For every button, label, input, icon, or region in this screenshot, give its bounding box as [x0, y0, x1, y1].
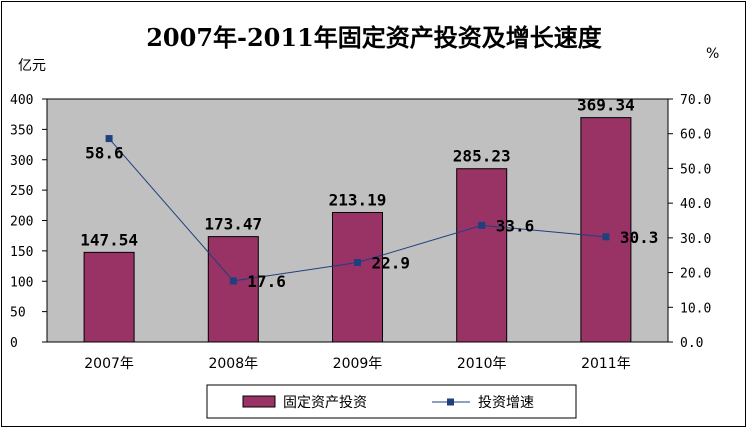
category-label: 2008年 [208, 356, 258, 372]
growth-point [478, 221, 486, 229]
left-tick-label: 200 [10, 215, 33, 230]
bar [332, 211, 383, 343]
left-tick-label: 150 [10, 245, 33, 260]
growth-label: 30.3 [620, 228, 659, 247]
bar-label: 173.47 [204, 215, 262, 234]
bar [207, 236, 259, 343]
left-tick-label: 350 [10, 123, 33, 138]
bar-label: 285.23 [453, 147, 511, 166]
right-tick-label: 10.0 [680, 301, 711, 316]
growth-point [229, 277, 237, 285]
right-tick-label: 60.0 [680, 128, 711, 143]
left-tick-label: 300 [10, 154, 33, 169]
legend: 固定资产投资 投资增速 [206, 384, 577, 419]
growth-label: 33.6 [496, 216, 535, 235]
bar [456, 168, 508, 343]
right-axis-unit: % [706, 46, 719, 62]
bar-label: 369.34 [577, 96, 635, 115]
legend-line-marker [447, 398, 454, 406]
left-tick-label: 250 [10, 184, 33, 199]
category-label: 2010年 [457, 356, 507, 372]
left-tick-label: 0 [10, 336, 18, 351]
chart-title: 2007年-2011年固定资产投资及增长速度 [146, 23, 603, 52]
right-tick-label: 40.0 [680, 197, 711, 212]
left-tick-label: 400 [10, 93, 33, 108]
growth-label: 17.6 [247, 272, 286, 291]
left-tick-label: 100 [10, 275, 33, 290]
left-axis-unit: 亿元 [18, 58, 46, 74]
plot-area: 0 50 100 150 200 250 300 350 400 0.0 10.0 20.0 30.0 4… [10, 93, 711, 372]
right-tick-label: 50.0 [680, 162, 711, 177]
growth-label: 58.6 [85, 144, 124, 163]
category-label: 2007年 [84, 356, 134, 372]
legend-line-label: 投资增速 [478, 395, 534, 411]
growth-label: 22.9 [372, 254, 411, 273]
bar [83, 251, 135, 343]
left-tick-label: 50 [10, 306, 26, 321]
legend-box [206, 384, 577, 419]
right-tick-label: 0.0 [680, 336, 703, 351]
legend-bar-label: 固定资产投资 [283, 395, 367, 411]
bar-label: 147.54 [80, 230, 138, 249]
bar [580, 117, 632, 343]
category-label: 2011年 [581, 356, 631, 372]
growth-point [105, 135, 113, 143]
category-label: 2009年 [333, 356, 383, 372]
right-tick-label: 70.0 [680, 93, 711, 108]
bar-label: 213.19 [329, 190, 387, 209]
right-tick-label: 30.0 [680, 232, 711, 247]
right-tick-label: 20.0 [680, 267, 711, 282]
growth-point [354, 259, 361, 267]
growth-point [602, 233, 610, 241]
legend-bar-swatch [242, 395, 276, 408]
